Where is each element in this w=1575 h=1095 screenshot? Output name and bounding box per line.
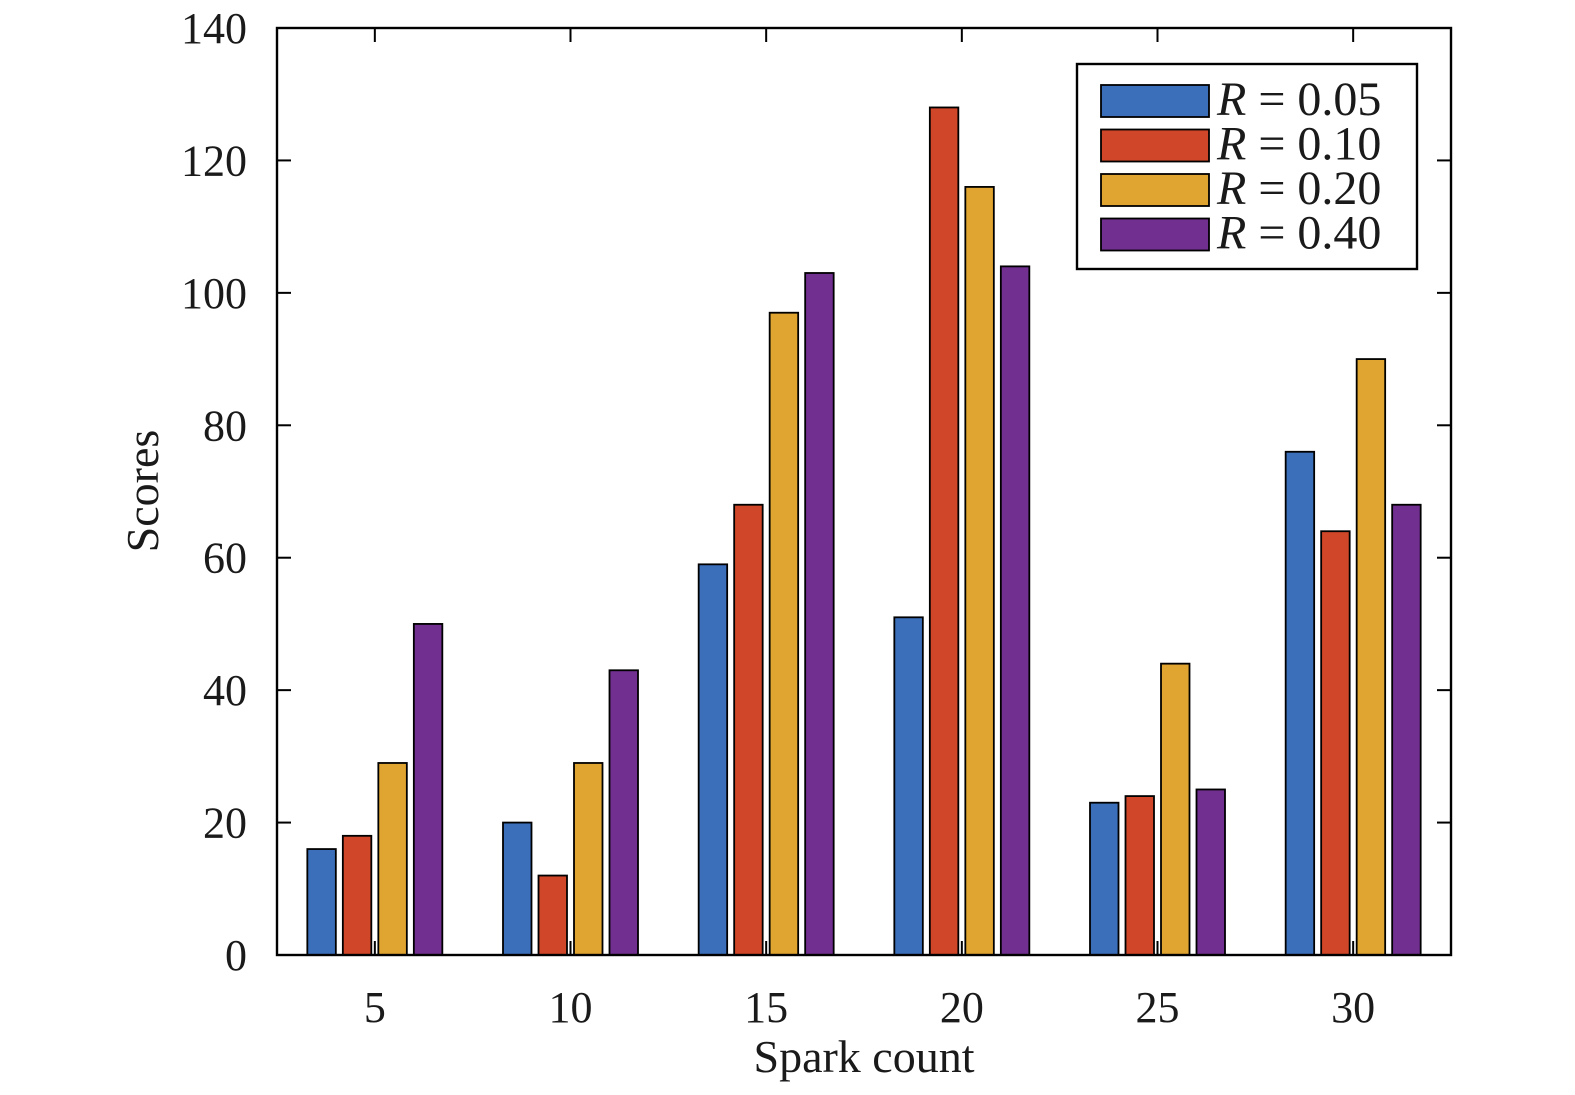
legend-label-3: R = 0.20 [1216,162,1381,215]
bar-30-series-3 [1355,358,1387,956]
bar-30-series-1 [1284,450,1316,956]
legend-swatch-2 [1100,128,1210,163]
bar-15-series-1 [697,563,729,956]
bar-20-series-2 [928,106,960,956]
bar-10-series-4 [608,669,639,956]
y-tick-label-60: 60 [203,534,247,583]
bar-20-series-1 [893,616,924,956]
y-tick-label-40: 40 [203,666,247,715]
y-tick-label-0: 0 [225,931,247,980]
y-tick-label-20: 20 [203,799,247,848]
y-tick-label-140: 140 [181,4,247,53]
bar-10-series-3 [573,762,604,956]
legend-label-2: R = 0.10 [1216,118,1381,171]
bar-20-series-4 [999,265,1031,956]
x-tick-label-15: 15 [744,983,788,1032]
tick-labels-group: 5 10 15 20 25 30 0 20 40 60 80 100 120 140 [181,4,1375,1032]
bar-5-series-4 [412,623,444,956]
x-tick-label-5: 5 [364,983,386,1032]
bars-group [306,106,1422,956]
bar-25-series-1 [1089,801,1120,956]
bar-25-series-3 [1160,662,1191,956]
bar-15-series-4 [804,272,835,956]
legend: R = 0.05R = 0.10R = 0.20R = 0.40 [1075,62,1419,271]
bar-30-series-4 [1391,503,1422,956]
bar-30-series-2 [1320,530,1351,956]
y-tick-label-100: 100 [181,269,247,318]
legend-label-4: R = 0.40 [1216,207,1381,260]
y-tick-label-80: 80 [203,401,247,450]
plot-frame [275,26,1453,957]
x-tick-label-10: 10 [549,983,593,1032]
bar-10-series-2 [537,874,568,956]
x-axis-label: Spark count [753,1031,974,1082]
y-axis-label: Scores [117,430,168,553]
x-tick-label-20: 20 [940,983,984,1032]
x-tick-label-30: 30 [1331,983,1375,1032]
bar-10-series-1 [502,821,533,956]
legend-swatch-4 [1100,217,1210,252]
bar-5-series-2 [341,834,373,956]
legend-swatch-3 [1100,173,1210,207]
bar-25-series-2 [1124,795,1155,956]
bar-20-series-3 [964,186,995,956]
x-tick-label-25: 25 [1136,983,1180,1032]
bar-5-series-1 [306,848,337,956]
bar-5-series-3 [377,762,408,956]
bar-15-series-3 [768,311,800,956]
bar-25-series-4 [1195,788,1226,956]
bar-15-series-2 [733,503,764,956]
legend-swatch-1 [1100,84,1210,118]
legend-label-1: R = 0.05 [1216,73,1381,126]
y-tick-label-120: 120 [181,136,247,185]
